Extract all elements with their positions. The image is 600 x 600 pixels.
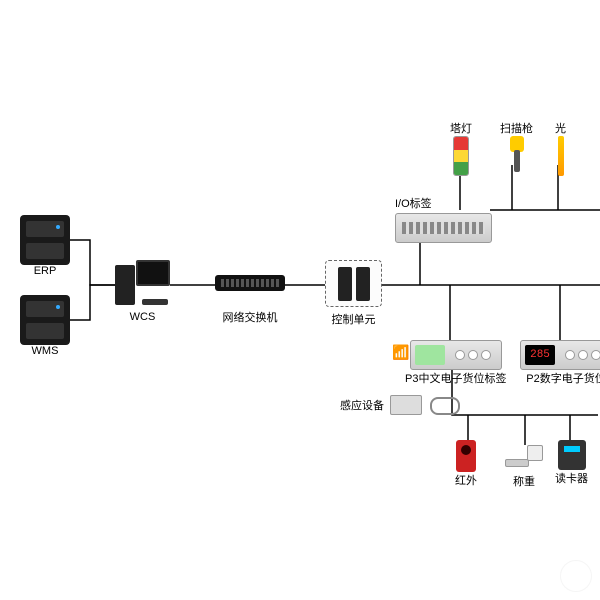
p3-label: P3中文电子货位标签 (405, 370, 506, 386)
wcs-workstation: WCS (115, 260, 170, 323)
light-curtain: 光 (555, 120, 566, 176)
p3-tag: P3中文电子货位标签 (405, 340, 506, 386)
wms-server: WMS (20, 295, 70, 357)
card-reader: 读卡器 (555, 440, 588, 486)
erp-label: ERP (20, 265, 70, 277)
p2-tag: 285 P2数字电子货位 (520, 340, 600, 386)
erp-server: ERP (20, 215, 70, 277)
scale-label: 称重 (505, 473, 543, 489)
infrared-sensor: 红外 (455, 440, 477, 488)
wcs-label: WCS (115, 311, 170, 323)
p2-label: P2数字电子货位 (520, 370, 600, 386)
sensor-device: 感应设备 (340, 395, 422, 415)
wms-label: WMS (20, 345, 70, 357)
io-tag: I/O标签 (395, 195, 492, 243)
ir-label: 红外 (455, 472, 477, 488)
wristband-icon (430, 397, 460, 415)
curtain-label: 光 (555, 120, 566, 136)
network-switch: 网络交换机 (215, 275, 285, 325)
connection-lines (0, 0, 600, 600)
wifi-icon: 📶 (392, 345, 409, 359)
switch-label: 网络交换机 (215, 309, 285, 325)
tower-light: 塔灯 (450, 120, 472, 176)
io-label: I/O标签 (395, 195, 492, 211)
scanner-label: 扫描枪 (500, 120, 533, 136)
reader-label: 读卡器 (555, 470, 588, 486)
tower-label: 塔灯 (450, 120, 472, 136)
ctrl-label: 控制单元 (325, 311, 382, 327)
weighing-scale: 称重 (505, 445, 543, 489)
control-unit: 控制单元 (325, 260, 382, 327)
watermark-icon (560, 560, 592, 592)
sensor-label: 感应设备 (340, 397, 384, 413)
barcode-scanner: 扫描枪 (500, 120, 533, 172)
p2-digits: 285 (525, 345, 555, 365)
